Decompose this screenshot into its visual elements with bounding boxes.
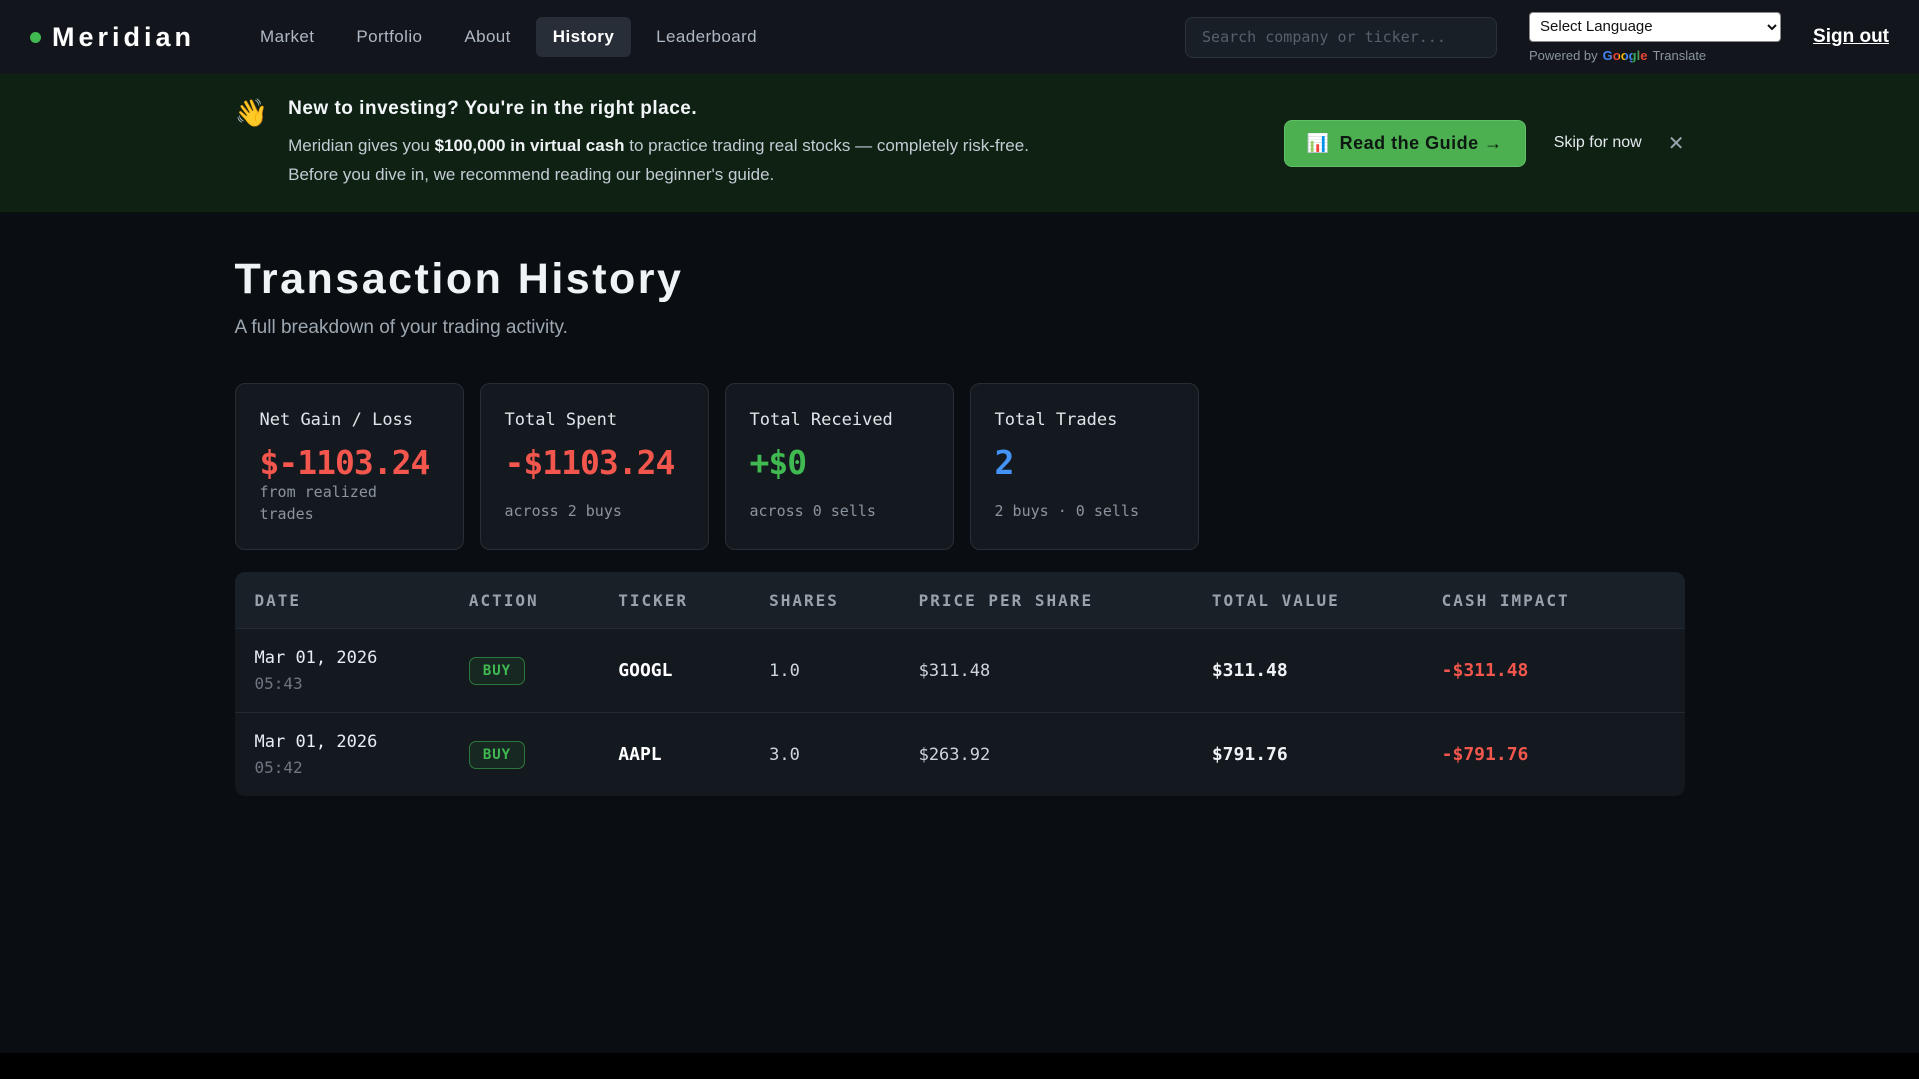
cell-date: Mar 01, 2026 05:43: [254, 648, 378, 693]
stat-card-total-spent: Total Spent -$1103.24 across 2 buys: [479, 383, 709, 550]
nav-item-about[interactable]: About: [464, 27, 511, 46]
stat-label: Total Spent: [504, 410, 618, 430]
page-title: Transaction History: [234, 255, 684, 303]
read-guide-label: Read the Guide →: [1339, 132, 1503, 153]
col-header-total: TOTAL VALUE: [1211, 590, 1340, 610]
sign-out-link[interactable]: Sign out: [1813, 26, 1889, 47]
banner-heading: New to investing? You're in the right pl…: [288, 97, 698, 119]
cell-shares: 3.0: [769, 744, 800, 765]
table-row: Mar 01, 2026 05:42 BUY AAPL 3.0 $263.92 …: [234, 712, 1685, 796]
cell-action: BUY: [468, 740, 618, 769]
stat-value: +$0: [749, 443, 808, 482]
stat-card-net-gain: Net Gain / Loss $-1103.24 from realized …: [234, 383, 464, 550]
cell-shares: 1.0: [769, 660, 800, 681]
top-navbar: Meridian Market Portfolio About History …: [0, 0, 1919, 74]
cell-ticker: AAPL: [618, 744, 662, 765]
banner-line-2: Before you dive in, we recommend reading…: [288, 164, 775, 184]
powered-by-label: Powered by: [1529, 47, 1598, 63]
language-select[interactable]: Select Language: [1529, 11, 1782, 42]
brand-dot-icon: [30, 31, 41, 43]
language-widget: Select Language Powered by Google Transl…: [1529, 11, 1782, 63]
stat-label: Total Received: [749, 410, 893, 430]
col-header-shares: SHARES: [769, 590, 839, 610]
search-input[interactable]: [1185, 16, 1498, 58]
transactions-table: DATE ACTION TICKER SHARES PRICE PER SHAR…: [234, 572, 1685, 796]
stat-subtext: 2 buys · 0 sells: [994, 502, 1140, 521]
main-navigation: Market Portfolio About History Leaderboa…: [243, 17, 774, 57]
cell-price: $263.92: [918, 744, 991, 765]
banner-close-icon[interactable]: ✕: [1667, 132, 1685, 155]
col-header-cash: CASH IMPACT: [1441, 590, 1570, 610]
nav-item-history[interactable]: History: [535, 17, 632, 57]
brand-name: Meridian: [52, 21, 196, 52]
cell-total-value: $311.48: [1211, 660, 1288, 681]
stat-subtext: across 0 sells: [749, 502, 876, 521]
banner-text-block: 👋 New to investing? You're in the right …: [235, 98, 1284, 189]
cell-cash-impact: -$791.76: [1441, 744, 1529, 765]
cell-cash-impact: -$311.48: [1441, 660, 1529, 681]
col-header-date: DATE: [254, 590, 302, 610]
buy-badge: BUY: [468, 656, 526, 685]
stat-value: $-1103.24: [259, 443, 431, 482]
google-logo: Google: [1602, 47, 1648, 63]
stat-value: -$1103.24: [504, 443, 676, 482]
chart-emoji-icon: 📊: [1306, 132, 1330, 153]
table-row: Mar 01, 2026 05:43 BUY GOOGL 1.0 $311.48…: [234, 628, 1685, 712]
page-subtitle: A full breakdown of your trading activit…: [234, 317, 568, 338]
beginner-guide-banner: 👋 New to investing? You're in the right …: [0, 74, 1919, 213]
stat-label: Net Gain / Loss: [259, 410, 414, 430]
translate-attribution: Powered by Google Translate: [1529, 48, 1781, 63]
nav-item-leaderboard[interactable]: Leaderboard: [656, 27, 757, 46]
cell-price: $311.48: [918, 660, 991, 681]
stat-value: 2: [994, 443, 1015, 482]
col-header-action: ACTION: [468, 590, 539, 610]
summary-stats-row: Net Gain / Loss $-1103.24 from realized …: [234, 383, 1685, 550]
virtual-cash-highlight: $100,000 in virtual cash: [434, 135, 625, 155]
col-header-price: PRICE PER SHARE: [918, 590, 1094, 610]
nav-item-market[interactable]: Market: [260, 27, 315, 46]
stat-card-total-trades: Total Trades 2 2 buys · 0 sells: [969, 383, 1199, 550]
stat-subtext: across 2 buys: [504, 502, 622, 521]
banner-line-1: Meridian gives you $100,000 in virtual c…: [288, 135, 1029, 155]
cell-action: BUY: [468, 656, 618, 685]
read-guide-button[interactable]: 📊 Read the Guide →: [1283, 119, 1526, 167]
col-header-ticker: TICKER: [618, 590, 689, 610]
stat-label: Total Trades: [994, 410, 1118, 430]
skip-for-now-link[interactable]: Skip for now: [1553, 134, 1642, 151]
stat-subtext: from realized trades: [259, 483, 377, 523]
translate-label: Translate: [1652, 47, 1707, 63]
cell-ticker: GOOGL: [618, 660, 673, 681]
stat-card-total-received: Total Received +$0 across 0 sells: [724, 383, 954, 550]
brand-logo[interactable]: Meridian: [30, 22, 195, 53]
table-header-row: DATE ACTION TICKER SHARES PRICE PER SHAR…: [234, 572, 1685, 628]
bottom-black-strip: [0, 1053, 1919, 1079]
nav-item-portfolio[interactable]: Portfolio: [356, 27, 423, 46]
navbar-right-cluster: Select Language Powered by Google Transl…: [1185, 11, 1889, 63]
buy-badge: BUY: [468, 740, 526, 769]
cell-total-value: $791.76: [1211, 744, 1288, 765]
cell-date: Mar 01, 2026 05:42: [254, 732, 378, 777]
transaction-history-page: Transaction History A full breakdown of …: [234, 213, 1685, 796]
wave-emoji-icon: 👋: [234, 97, 269, 128]
